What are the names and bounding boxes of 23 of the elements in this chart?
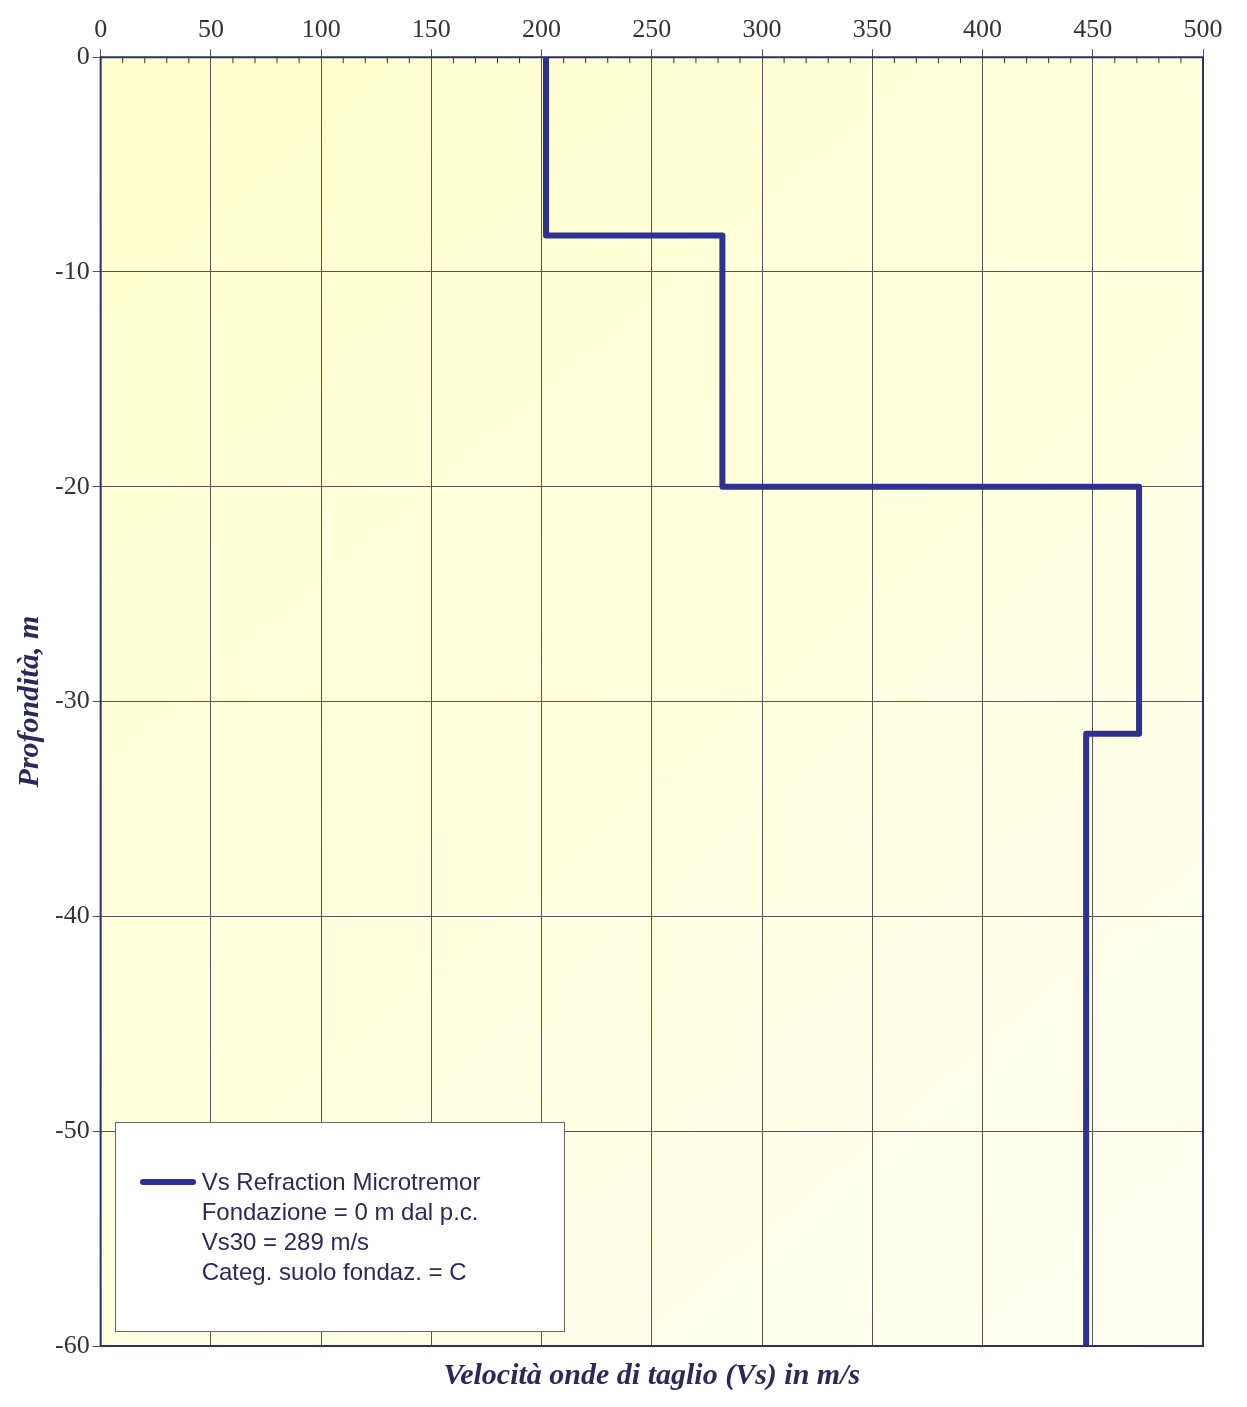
- y-tick-label: -60: [54, 1329, 90, 1359]
- annotation: Vs30 = 289 m/s: [200, 1227, 371, 1257]
- x-tick-label: 500: [1183, 14, 1223, 44]
- y-tick-label: -30: [54, 685, 90, 715]
- x-tick-label: 400: [963, 14, 1003, 44]
- annotation: Categ. suolo fondaz. = C: [200, 1257, 468, 1287]
- x-tick-label: 250: [632, 14, 672, 44]
- x-axis-title: Velocità onde di taglio (Vs) in m/s: [443, 1356, 861, 1391]
- y-tick-label: -20: [54, 470, 90, 500]
- x-tick-label: 50: [197, 14, 224, 44]
- y-tick-label: 0: [76, 41, 90, 71]
- x-tick-label: 450: [1073, 14, 1113, 44]
- y-tick-label: -10: [54, 255, 90, 285]
- y-axis-title: Profondità, m: [10, 615, 44, 789]
- y-tick-label: -50: [54, 1115, 90, 1145]
- x-tick-label: 350: [852, 14, 892, 44]
- x-tick-label: 200: [522, 14, 562, 44]
- x-tick-label: 300: [742, 14, 782, 44]
- legend-label: Vs Refraction Microtremor: [201, 1167, 481, 1197]
- x-tick-label: 150: [411, 14, 451, 44]
- y-tick-label: -40: [54, 900, 90, 930]
- x-tick-label: 100: [301, 14, 341, 44]
- annotation: Fondazione = 0 m dal p.c.: [200, 1197, 480, 1227]
